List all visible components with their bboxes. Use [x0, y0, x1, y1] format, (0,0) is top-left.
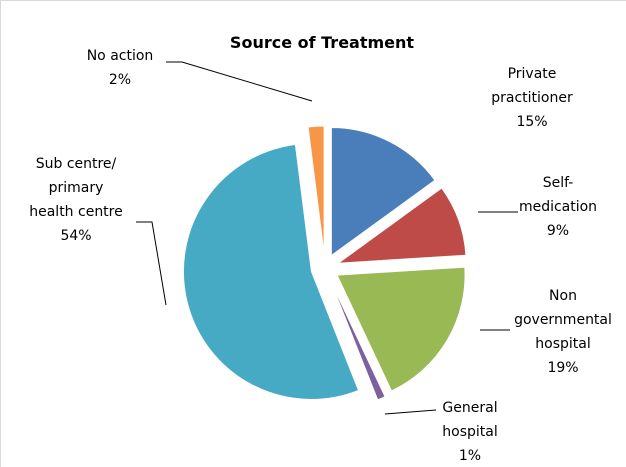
slice-label: General hospital	[442, 400, 497, 440]
value-label: 9%	[547, 223, 569, 239]
leader-line	[384, 409, 437, 415]
value-label: 54%	[60, 228, 91, 244]
leader-line	[136, 221, 167, 306]
pie-slice	[182, 143, 360, 400]
chart-title: Source of Treatment	[230, 33, 414, 52]
pie-slice	[336, 187, 467, 264]
value-label: 1%	[459, 448, 481, 464]
slice-label: Self-medication	[519, 175, 597, 215]
leader-line	[166, 61, 313, 102]
slice-label: No action	[87, 48, 154, 64]
value-label: 15%	[516, 114, 547, 130]
pie-slice	[330, 127, 436, 257]
value-label: 2%	[109, 72, 131, 88]
pie-slice	[336, 266, 466, 392]
slice-label: Sub centre/primary health centre	[29, 156, 123, 220]
pie-slice	[330, 280, 386, 401]
value-label: 19%	[547, 360, 578, 376]
pie-slice	[307, 125, 325, 255]
slice-label: Private practitioner	[491, 66, 573, 106]
slice-label: Non governmental hospital	[514, 288, 612, 352]
